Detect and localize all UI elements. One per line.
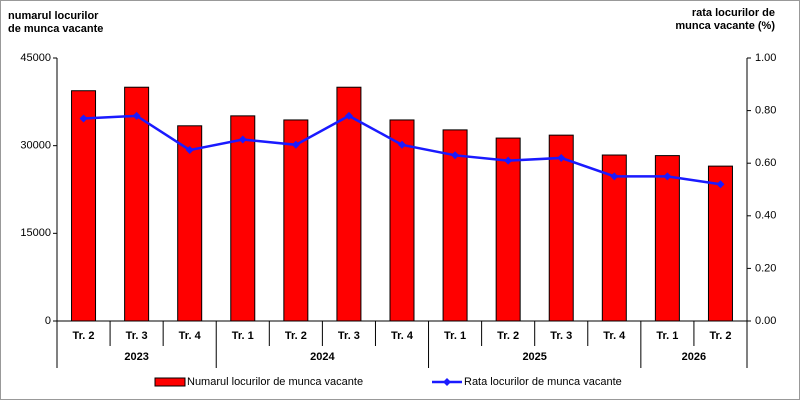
x-tick-label: Tr. 4 bbox=[603, 330, 626, 342]
y-axis-title: numarul locurilor bbox=[8, 10, 99, 22]
y2-tick-label: 0.80 bbox=[755, 105, 776, 117]
line-marker bbox=[663, 172, 672, 181]
bar bbox=[71, 90, 97, 322]
line-marker bbox=[610, 172, 619, 181]
y2-tick-label: 0.60 bbox=[755, 157, 776, 169]
x-tick-label: Tr. 4 bbox=[179, 330, 202, 342]
legend-label: Numarul locurilor de munca vacante bbox=[187, 376, 363, 388]
line-marker bbox=[344, 111, 353, 120]
line-marker bbox=[557, 153, 566, 162]
line-marker bbox=[185, 146, 194, 155]
bar bbox=[548, 134, 574, 322]
x-tick-label: Tr. 4 bbox=[391, 330, 414, 342]
y2-tick-label: 0.20 bbox=[755, 262, 776, 274]
line-marker bbox=[504, 156, 513, 165]
line-marker bbox=[132, 111, 141, 120]
x-tick-label: Tr. 3 bbox=[126, 330, 148, 342]
legend-swatch bbox=[154, 377, 186, 387]
x-tick-label: Tr. 2 bbox=[709, 330, 731, 342]
x-tick-label: Tr. 2 bbox=[285, 330, 307, 342]
y2-axis-title: rata locurilor de bbox=[692, 7, 775, 19]
x-tick-label: Tr. 1 bbox=[232, 330, 254, 342]
bar bbox=[389, 119, 415, 322]
bar bbox=[283, 119, 309, 322]
x-tick-label: Tr. 3 bbox=[550, 330, 572, 342]
bar bbox=[707, 165, 733, 322]
y2-axis-title: munca vacante (%) bbox=[675, 20, 775, 32]
x-group-label: 2023 bbox=[124, 351, 148, 363]
line-marker bbox=[451, 151, 460, 160]
x-tick-label: Tr. 1 bbox=[656, 330, 678, 342]
x-tick-label: Tr. 3 bbox=[338, 330, 360, 342]
y-tick-label: 45000 bbox=[20, 52, 51, 64]
bar bbox=[336, 86, 362, 322]
y-axis-title: de munca vacante bbox=[8, 23, 103, 35]
line-marker bbox=[79, 114, 88, 123]
x-tick-label: Tr. 2 bbox=[497, 330, 519, 342]
x-group-label: 2025 bbox=[522, 351, 546, 363]
bar bbox=[601, 154, 627, 322]
y-tick-label: 30000 bbox=[20, 140, 51, 152]
bar bbox=[230, 115, 256, 322]
x-group-label: 2024 bbox=[310, 351, 335, 363]
bar bbox=[442, 129, 468, 322]
x-group-label: 2026 bbox=[682, 351, 706, 363]
bar bbox=[124, 86, 150, 322]
line-marker bbox=[716, 180, 725, 189]
y-tick-label: 0 bbox=[45, 315, 51, 327]
legend-marker bbox=[443, 378, 451, 386]
bar bbox=[177, 125, 203, 322]
x-tick-label: Tr. 1 bbox=[444, 330, 466, 342]
y2-tick-label: 0.40 bbox=[755, 210, 776, 222]
x-tick-label: Tr. 2 bbox=[73, 330, 95, 342]
legend-label: Rata locurilor de munca vacante bbox=[464, 376, 622, 388]
bar bbox=[495, 137, 521, 322]
y-tick-label: 15000 bbox=[20, 227, 51, 239]
bar bbox=[654, 155, 680, 322]
line-marker bbox=[238, 135, 247, 144]
y2-tick-label: 0.00 bbox=[755, 315, 776, 327]
line-marker bbox=[291, 140, 300, 149]
y2-tick-label: 1.00 bbox=[755, 52, 776, 64]
line-marker bbox=[398, 140, 406, 149]
